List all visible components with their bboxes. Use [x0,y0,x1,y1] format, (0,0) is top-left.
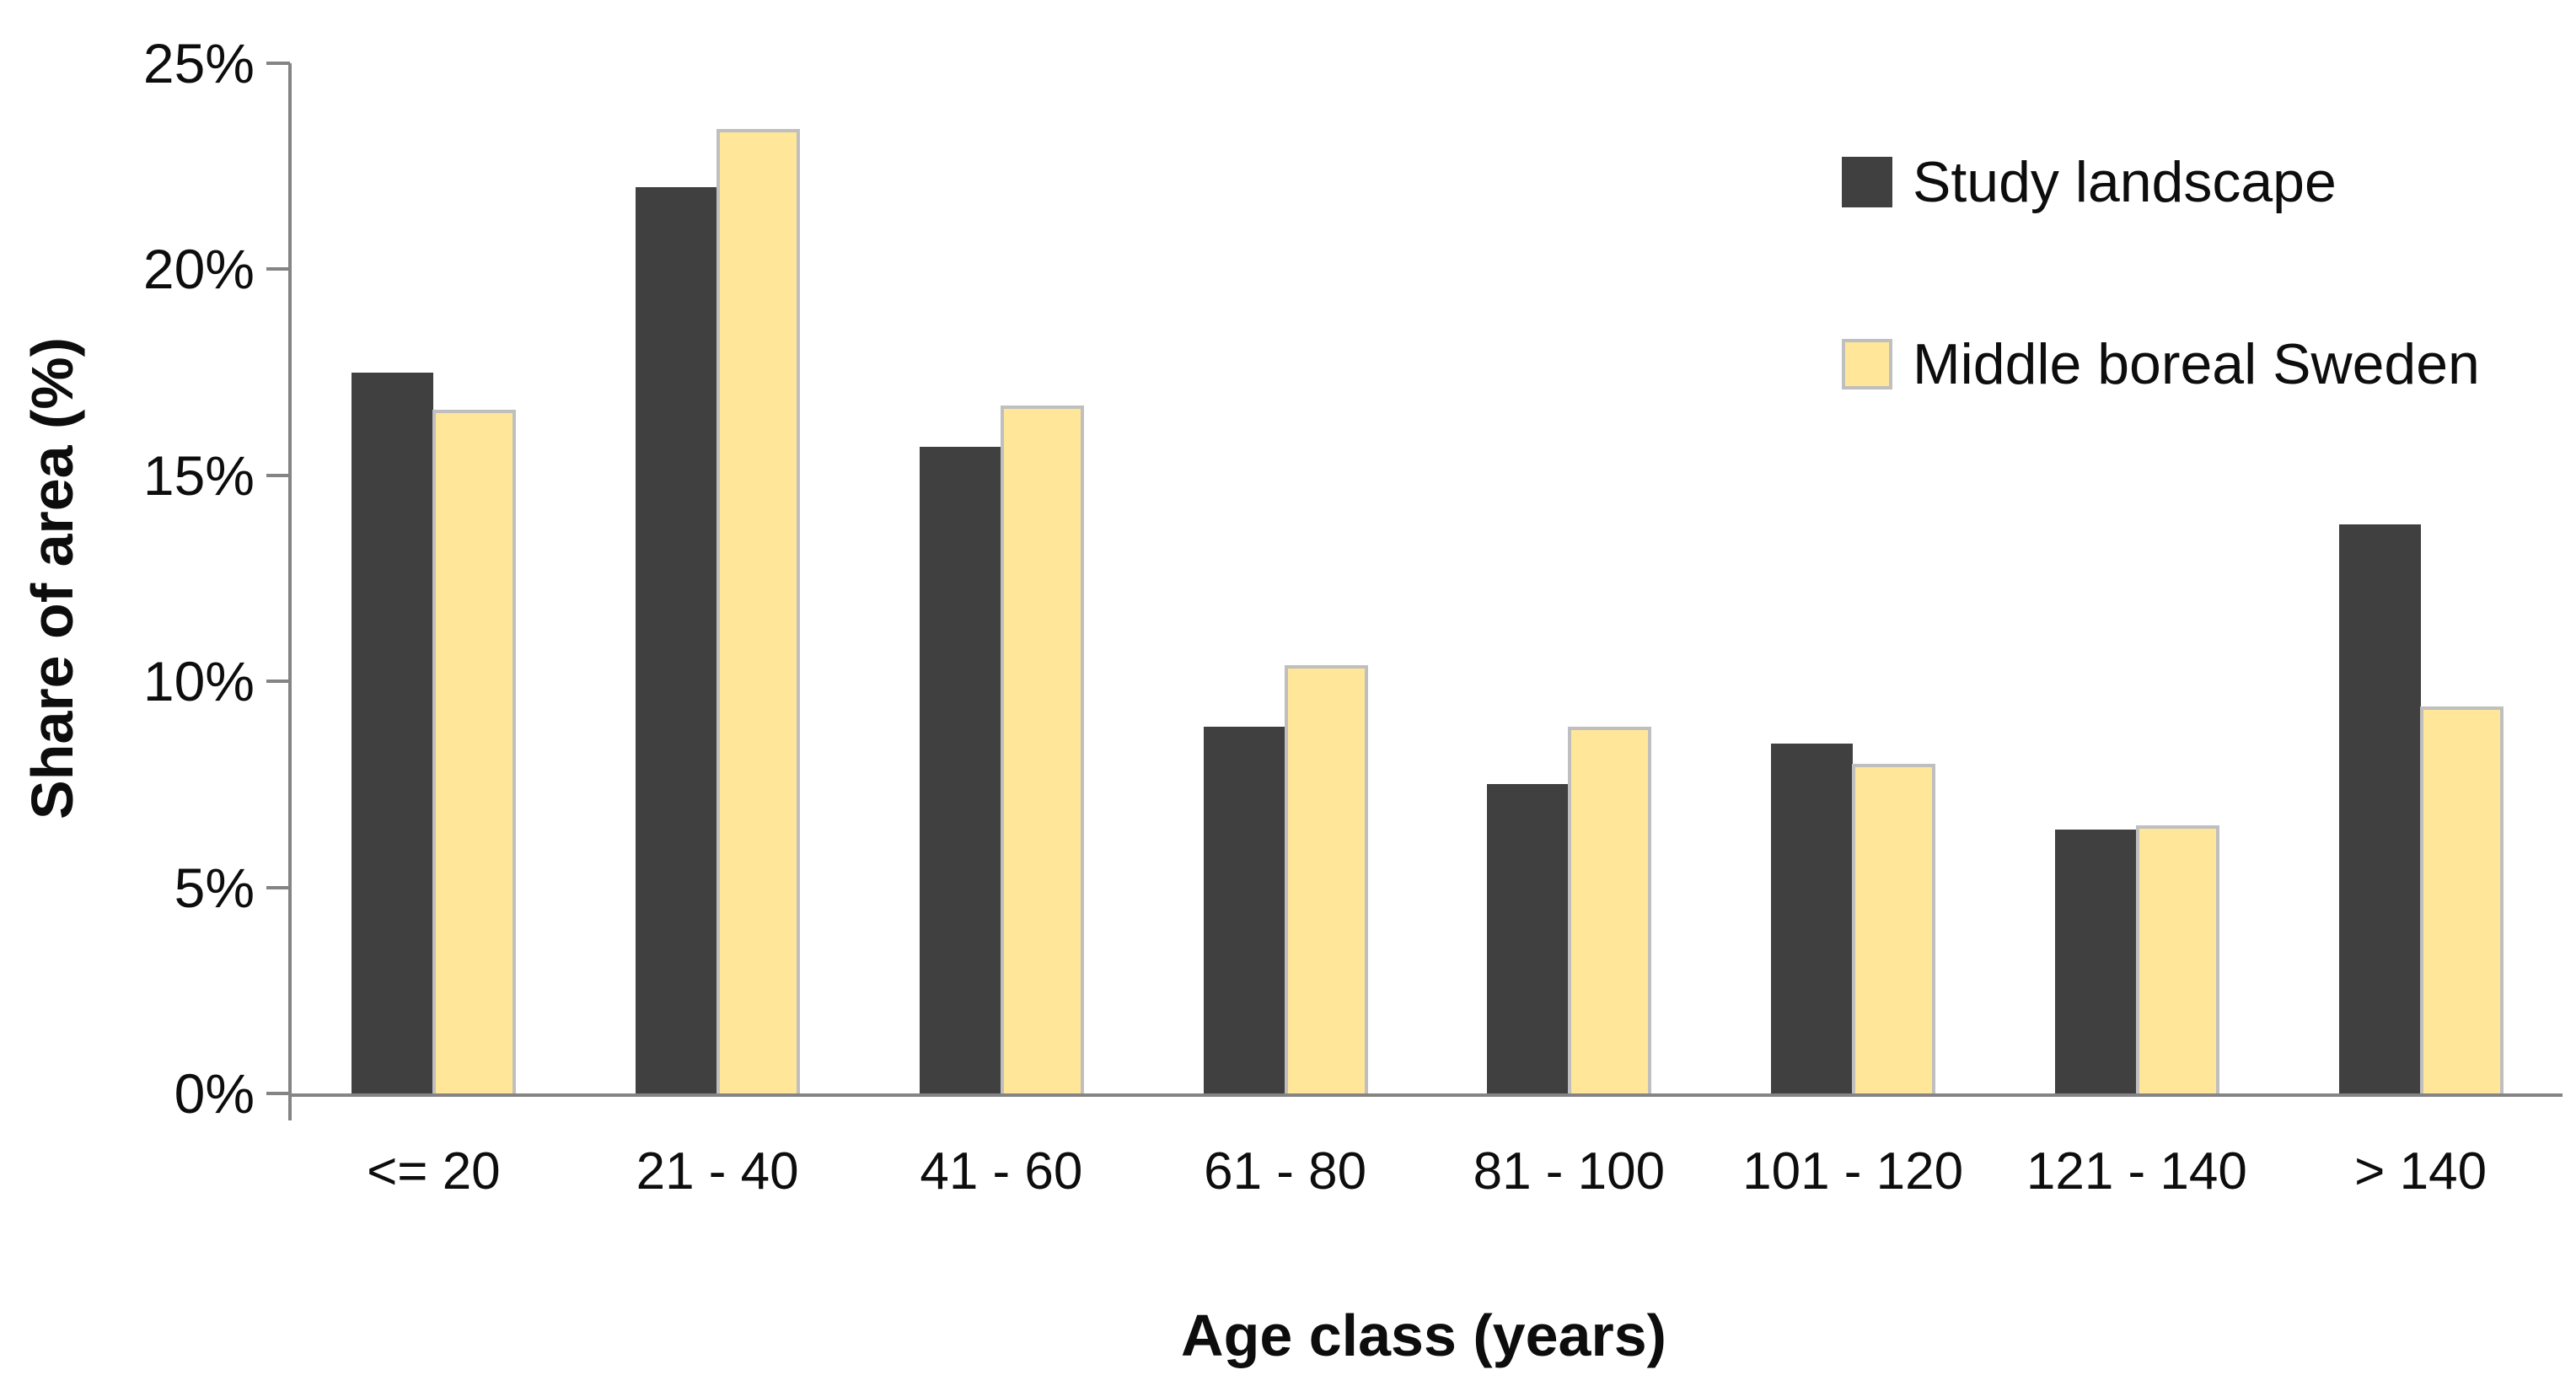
bar-study-landscape [1771,743,1854,1093]
x-axis-tick-label: > 140 [2354,1142,2487,1201]
legend-label: Middle boreal Sweden [1913,332,2480,396]
bar-study-landscape [1203,726,1285,1093]
legend-item: Study landscape [1842,153,2480,211]
bar-group: 121 - 140 [1995,63,2279,1198]
y-axis-tick-label: 0% [174,1062,255,1125]
x-axis-tick-label: 121 - 140 [2026,1142,2247,1201]
bar-middle-boreal-sweden [1568,726,1652,1093]
x-axis-tick-label: 41 - 60 [920,1142,1083,1201]
y-axis-tick [266,267,290,271]
bar-middle-boreal-sweden [716,129,801,1093]
y-axis-tick [266,1092,290,1095]
y-axis-tick [266,62,290,65]
legend-label: Study landscape [1913,150,2337,214]
y-axis-title: Share of area (%) [19,337,85,819]
bar-study-landscape [352,372,434,1093]
x-axis-tick-label: <= 20 [367,1142,501,1201]
x-axis-tick-label: 81 - 100 [1473,1142,1666,1201]
legend-swatch-icon [1842,339,1892,389]
x-axis-tick-label: 101 - 120 [1742,1142,1964,1201]
y-axis-tick-label: 10% [142,650,255,713]
y-axis-tick-label: 25% [142,32,255,94]
bar-group: 41 - 60 [860,63,1144,1198]
bar-group: > 140 [2278,63,2563,1198]
x-axis-tick-label: 21 - 40 [636,1142,799,1201]
bar-middle-boreal-sweden [2419,706,2504,1093]
bar-middle-boreal-sweden [2135,825,2219,1093]
legend: Study landscape Middle boreal Sweden [1842,153,2480,393]
bar-group: 21 - 40 [576,63,860,1198]
bar-group: <= 20 [292,63,576,1198]
bar-group: 101 - 120 [1711,63,1995,1198]
legend-item: Middle boreal Sweden [1842,336,2480,393]
y-axis-tick-label: 15% [142,443,255,507]
bar-middle-boreal-sweden [1852,763,1936,1093]
bar-middle-boreal-sweden [432,409,517,1093]
x-axis-tick-label: 61 - 80 [1204,1142,1367,1201]
bar-study-landscape [919,446,1001,1093]
x-axis-title: Age class (years) [1181,1303,1666,1368]
bar-study-landscape [636,186,718,1093]
bar-group: 81 - 100 [1427,63,1711,1198]
y-axis-tick [266,885,290,889]
y-axis-tick-label: 20% [142,238,255,301]
bar-groups: <= 20 21 - 40 41 - 60 61 - 80 81 - 100 101 - … [292,63,2563,1198]
bar-study-landscape [1487,784,1570,1093]
legend-swatch-icon [1842,157,1892,207]
bar-middle-boreal-sweden [1000,405,1084,1093]
plot-area: 0% 5% 10% 15% 20% 25% <= 20 21 - 40 41 - 60 61 -… [143,35,2563,1198]
y-axis-tick [266,473,290,477]
y-axis-line-tail [288,1093,292,1120]
bar-study-landscape [2054,830,2137,1093]
y-axis-tick [266,680,290,684]
bar-group: 61 - 80 [1143,63,1427,1198]
y-axis-tick-label: 5% [174,856,255,919]
bar-study-landscape [2338,524,2421,1093]
bar-middle-boreal-sweden [1284,664,1368,1093]
